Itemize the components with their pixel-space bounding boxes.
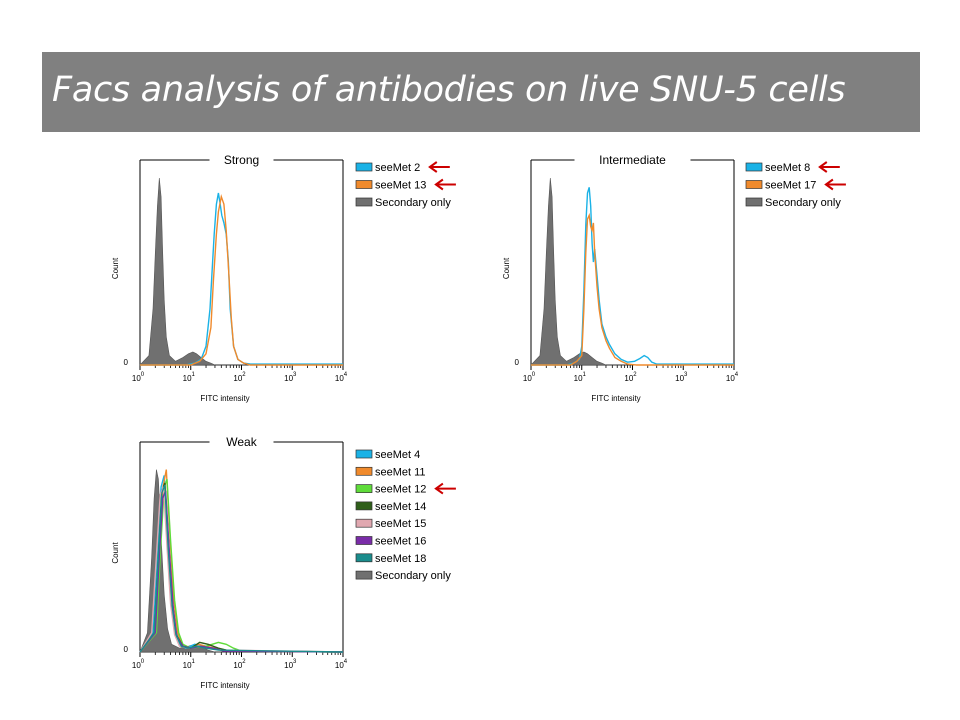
legend-label: seeMet 15 [375, 518, 426, 530]
legend-label: seeMet 8 [765, 162, 810, 174]
y-tick-label: 0 [124, 645, 129, 654]
legend-swatch [355, 536, 373, 545]
x-tick-label: 104 [335, 659, 348, 670]
series-seemet-8 [531, 187, 734, 366]
legend-swatch [355, 197, 373, 207]
series-seemet-2 [140, 192, 343, 366]
x-tick-label: 101 [183, 372, 196, 383]
legend-swatch [355, 570, 373, 580]
legend-swatch [745, 180, 763, 189]
slide-title: Facs analysis of antibodies on live SNU-… [52, 70, 846, 110]
legend-label: seeMet 18 [375, 553, 426, 565]
legend-swatch [355, 466, 373, 476]
legend-label: Secondary only [765, 197, 841, 209]
x-tick-label: 100 [132, 659, 145, 670]
red-arrow-icon [434, 482, 444, 495]
x-axis-label: FITC intensity [591, 394, 640, 403]
legend-swatch [355, 180, 373, 189]
legend-swatch [355, 553, 373, 563]
legend-swatch [745, 197, 763, 207]
legend-label: seeMet 4 [375, 449, 420, 461]
red-arrow-icon [824, 178, 834, 191]
legend-label: seeMet 16 [375, 536, 426, 548]
x-tick-label: 103 [284, 659, 297, 670]
x-tick-label: 103 [284, 372, 297, 383]
x-axis-label: FITC intensity [200, 394, 249, 403]
series-seemet-12 [139, 478, 344, 653]
series-secondary-only [530, 177, 734, 366]
x-tick-label: 100 [132, 372, 145, 383]
y-tick-label: 0 [124, 358, 129, 367]
x-tick-label: 101 [183, 659, 196, 670]
series-secondary-only [139, 469, 343, 653]
series-seemet-16 [139, 490, 344, 653]
title-bar: Facs analysis of antibodies on live SNU-… [42, 52, 920, 132]
legend-swatch [745, 162, 763, 172]
y-axis-label: Count [502, 257, 511, 279]
series-seemet-17 [531, 212, 734, 366]
red-arrow-icon [428, 161, 438, 173]
y-axis-label: Count [111, 257, 120, 279]
legend-label: seeMet 12 [375, 484, 426, 496]
y-axis-label: Count [111, 542, 120, 564]
y-tick-label: 0 [515, 358, 520, 367]
legend-label: seeMet 13 [375, 180, 426, 192]
legend-label: seeMet 14 [375, 501, 426, 513]
x-tick-label: 102 [624, 372, 637, 383]
legend-label: seeMet 11 [375, 466, 426, 478]
red-arrow-icon [818, 161, 828, 173]
series-seemet-18 [139, 484, 344, 653]
red-arrow-icon [434, 178, 444, 191]
legend-label: Secondary only [375, 197, 451, 209]
series-secondary-only [139, 177, 343, 366]
legend-swatch [355, 518, 373, 528]
panel-title: Intermediate [599, 153, 666, 167]
legend-swatch [355, 449, 373, 459]
series-seemet-13 [140, 194, 343, 366]
x-tick-label: 104 [335, 372, 348, 383]
legend-swatch [355, 501, 373, 511]
x-axis-label: FITC intensity [200, 681, 249, 690]
x-tick-label: 102 [233, 372, 246, 383]
legend-label: seeMet 2 [375, 162, 420, 174]
x-tick-label: 103 [675, 372, 688, 383]
panel-title: Strong [224, 153, 259, 167]
legend-swatch [355, 484, 373, 493]
legend-swatch [355, 162, 373, 172]
x-tick-label: 104 [726, 372, 739, 383]
x-tick-label: 100 [523, 372, 536, 383]
panel-title: Weak [226, 435, 257, 449]
legend-label: Secondary only [375, 570, 451, 582]
x-tick-label: 102 [233, 659, 246, 670]
x-tick-label: 101 [574, 372, 587, 383]
legend-label: seeMet 17 [765, 180, 816, 192]
